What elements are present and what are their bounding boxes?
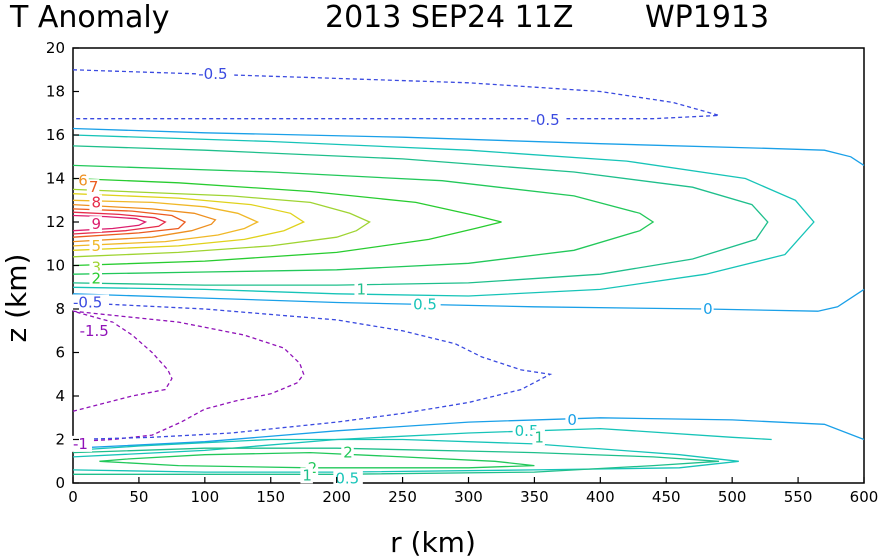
contour-line-4	[72, 288, 865, 312]
contour-label-bg-2	[76, 172, 89, 189]
contour-line-16	[72, 199, 260, 247]
x-tick-label-1: 50	[129, 488, 148, 506]
y-tick-label-2: 4	[55, 387, 65, 405]
chart-title: T Anomaly	[9, 0, 169, 35]
contour-label-5: 9	[91, 215, 101, 233]
contour-label-12: -0.5	[73, 293, 102, 311]
y-tick-label-6: 12	[46, 213, 65, 231]
contour-label-15: 0	[567, 411, 577, 429]
chart-datetime: 2013 SEP24 11Z	[325, 0, 573, 35]
x-tick-label-9: 450	[652, 488, 681, 506]
y-axis-ticks: 0 2 4 6 8 10 12 14 16 18 20	[46, 39, 79, 492]
contour-label-bg-18	[341, 444, 354, 461]
contour-label-bg-20	[300, 467, 313, 484]
contour-label-bg-3	[86, 179, 100, 196]
contour-line-0	[72, 310, 173, 412]
contour-label-20: 1	[302, 466, 312, 484]
contour-line-15	[72, 193, 306, 251]
x-tick-label-6: 300	[454, 488, 483, 506]
contour-label-10: 0.5	[413, 296, 437, 314]
contour-lines	[72, 69, 865, 475]
contour-label-6: 5	[91, 237, 101, 255]
contour-label-bg-4	[89, 194, 102, 211]
contour-line-20	[72, 214, 148, 232]
contour-label-bg-5	[89, 216, 102, 233]
contour-line-1	[72, 310, 305, 443]
y-axis-label: z (km)	[0, 254, 33, 343]
x-axis-ticks: 0 50 100 150 200 250 300 350 400 450 500 550 600	[68, 477, 878, 506]
contour-label-bg-12	[71, 294, 109, 311]
x-tick-label-2: 100	[191, 488, 220, 506]
contour-label-bg-13	[77, 322, 116, 339]
contour-label-21: 0.5	[335, 470, 359, 488]
contour-line-10	[72, 447, 720, 475]
contour-line-6	[72, 427, 772, 458]
y-tick-label-3: 6	[55, 344, 65, 362]
x-tick-label-12: 600	[850, 488, 879, 506]
x-tick-label-3: 150	[256, 488, 285, 506]
x-tick-label-5: 250	[388, 488, 417, 506]
contour-label-bg-9	[354, 281, 367, 298]
contour-label-bg-17	[532, 429, 545, 446]
plot-area	[72, 47, 865, 484]
contour-line-3	[72, 417, 865, 449]
x-tick-label-10: 500	[718, 488, 747, 506]
contour-label-1: -0.5	[530, 111, 559, 129]
x-tick-label-0: 0	[68, 488, 78, 506]
contour-label-bg-15	[565, 411, 578, 428]
y-tick-label-8: 16	[46, 126, 65, 144]
y-tick-label-7: 14	[46, 170, 65, 188]
contour-line-5	[72, 127, 865, 166]
contour-label-bg-6	[89, 237, 102, 254]
contour-line-12	[99, 451, 535, 469]
x-axis-label: r (km)	[390, 526, 476, 559]
contour-line-2	[72, 301, 553, 441]
contour-label-bg-11	[701, 301, 714, 317]
contour-label-bg-10	[411, 296, 441, 313]
contour-line-11	[72, 164, 655, 275]
contour-label-14: -1	[73, 435, 88, 453]
contour-labels: -0.5-0.5678953210.50-0.5-1.5-100.512210.…	[71, 65, 714, 488]
contour-label-bg-8	[89, 270, 102, 287]
y-tick-label-5: 10	[46, 257, 65, 275]
x-tick-label-7: 350	[520, 488, 549, 506]
contour-label-13: -1.5	[80, 322, 109, 340]
contour-label-7: 3	[91, 259, 101, 277]
x-tick-label-11: 550	[784, 488, 813, 506]
contour-line-21	[72, 69, 720, 120]
contour-label-9: 1	[356, 280, 366, 298]
y-tick-label-10: 20	[46, 39, 65, 57]
contour-label-18: 2	[343, 444, 353, 462]
contour-label-11: 0	[703, 300, 713, 318]
contour-label-bg-21	[333, 470, 363, 487]
contour-line-19	[72, 211, 167, 235]
x-tick-label-8: 400	[586, 488, 615, 506]
contour-label-bg-1	[528, 111, 567, 128]
contour-line-14	[72, 188, 371, 258]
x-tick-label-4: 200	[322, 488, 351, 506]
y-tick-label-1: 2	[55, 431, 65, 449]
contour-label-4: 8	[91, 193, 101, 211]
contour-line-18	[72, 208, 187, 238]
y-tick-label-9: 18	[46, 83, 65, 101]
y-tick-label-0: 0	[55, 474, 65, 492]
contour-label-17: 1	[534, 428, 544, 446]
contour-label-2: 6	[78, 172, 88, 190]
contour-label-bg-0	[196, 66, 235, 83]
contour-line-13	[72, 177, 502, 267]
contour-label-3: 7	[89, 178, 99, 196]
chart-storm-id: WP1913	[645, 0, 769, 35]
contour-line-17	[72, 203, 217, 243]
contour-label-8: 2	[91, 270, 101, 288]
y-tick-label-4: 8	[55, 300, 65, 318]
contour-label-0: -0.5	[198, 65, 227, 83]
